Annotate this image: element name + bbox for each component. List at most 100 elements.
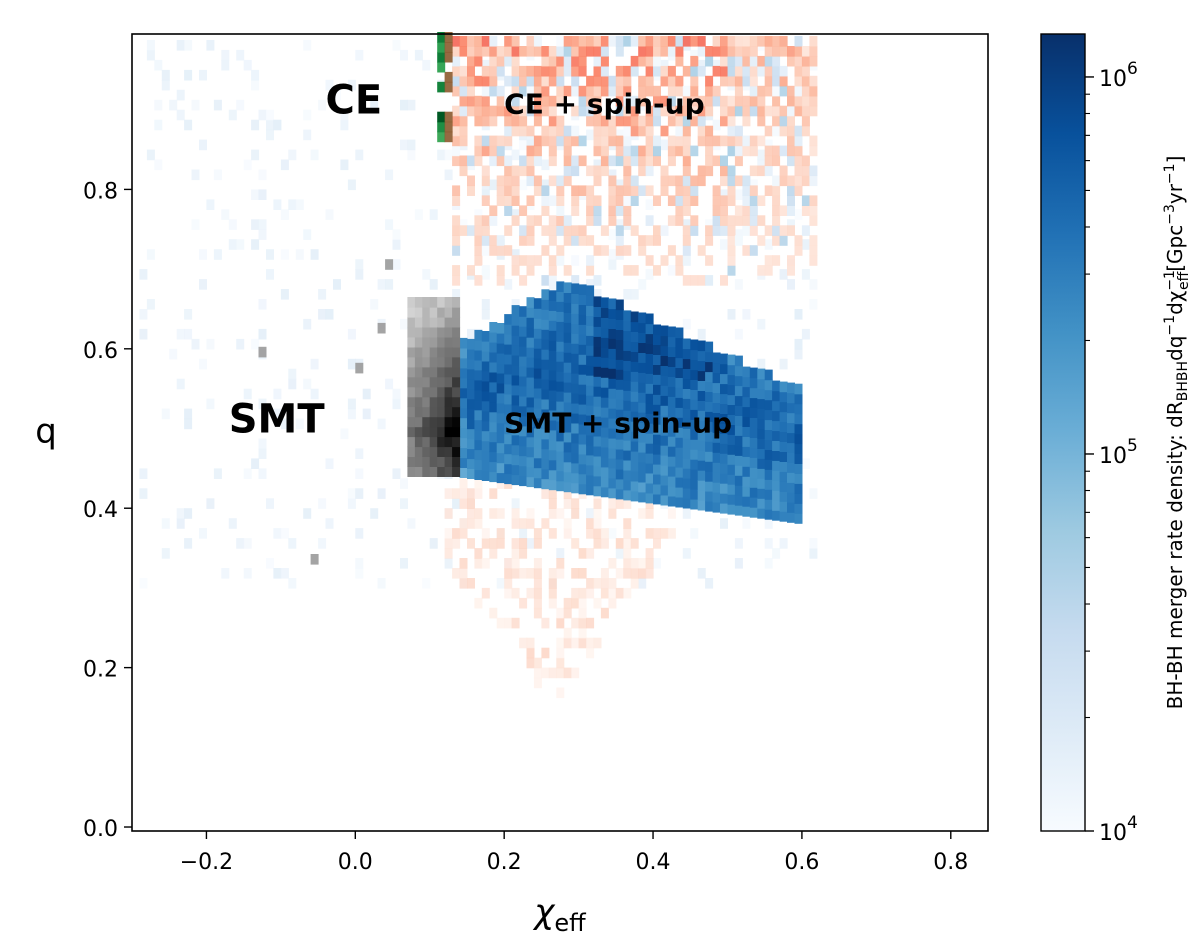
heatmap-cell: [526, 195, 535, 206]
heatmap-cell: [533, 215, 542, 226]
heatmap-cell: [184, 40, 193, 51]
heatmap-cell: [787, 265, 795, 276]
heatmap-cell: [548, 225, 557, 236]
heatmap-cell: [720, 463, 728, 474]
heatmap-cell: [474, 105, 483, 117]
heatmap-cell: [623, 85, 632, 97]
heatmap-cell: [578, 324, 587, 335]
heatmap-cell: [660, 455, 669, 466]
heatmap-cell: [437, 149, 446, 161]
heatmap-cell: [429, 307, 438, 318]
heatmap-cell: [734, 355, 743, 367]
heatmap-cell: [757, 159, 766, 171]
heatmap-cell: [467, 36, 475, 47]
heatmap-cell: [645, 413, 654, 424]
heatmap-cell: [370, 99, 379, 111]
heatmap-cell: [653, 95, 661, 107]
heatmap-cell: [682, 358, 691, 369]
heatmap-cell: [757, 388, 766, 400]
heatmap-cell: [653, 65, 661, 77]
heatmap-cell: [734, 415, 743, 426]
heatmap-cell: [571, 432, 580, 444]
heatmap-cell: [481, 440, 490, 452]
heatmap-cell: [794, 503, 803, 514]
heatmap-cell: [734, 125, 743, 137]
heatmap-cell: [452, 235, 461, 246]
heatmap-cell: [548, 449, 557, 461]
heatmap-cell: [571, 353, 580, 364]
heatmap-cell: [615, 438, 624, 450]
heatmap-cell: [511, 149, 520, 161]
heatmap-cell: [675, 85, 684, 97]
heatmap-cell: [481, 95, 490, 107]
heatmap-cell: [705, 401, 714, 412]
heatmap-cell: [452, 65, 461, 77]
heatmap-cell: [541, 349, 550, 360]
heatmap-cell: [638, 312, 647, 324]
heatmap-cell: [496, 185, 505, 196]
heatmap-cell: [519, 548, 528, 559]
heatmap-cell: [519, 85, 528, 97]
heatmap-cell: [757, 65, 766, 77]
heatmap-cell: [779, 441, 788, 452]
x-tick-label: 0.6: [784, 850, 819, 875]
heatmap-cell: [697, 568, 706, 579]
heatmap-cell: [578, 46, 587, 57]
heatmap-cell: [772, 450, 781, 461]
heatmap-cell: [749, 205, 758, 216]
heatmap-cell: [548, 105, 557, 117]
heatmap-cell: [146, 149, 155, 161]
heatmap-cell: [653, 135, 661, 147]
heatmap-cell: [705, 219, 714, 230]
heatmap-cell: [615, 389, 624, 400]
heatmap-cell: [712, 412, 721, 423]
heatmap-cell: [437, 336, 446, 348]
heatmap-cell: [467, 518, 475, 529]
heatmap-cell: [734, 405, 743, 416]
heatmap-cell: [764, 558, 773, 569]
heatmap-cell: [533, 348, 542, 359]
heatmap-cell: [787, 205, 795, 216]
heatmap-cell: [467, 338, 475, 350]
heatmap-cell: [742, 426, 751, 437]
heatmap-cell: [556, 95, 565, 107]
heatmap-cell: [481, 430, 490, 442]
heatmap-cell: [593, 406, 602, 417]
heatmap-cell: [608, 155, 617, 167]
heatmap-cell: [787, 422, 795, 434]
heatmap-cell: [586, 265, 595, 276]
heatmap-cell: [556, 450, 565, 462]
heatmap-cell: [437, 32, 446, 43]
heatmap-cell: [809, 299, 818, 310]
heatmap-cell: [757, 378, 766, 390]
heatmap-cell: [712, 95, 721, 107]
heatmap-cell: [444, 121, 453, 133]
heatmap-cell: [645, 235, 654, 246]
heatmap-cell: [660, 59, 669, 71]
heatmap-cell: [496, 265, 505, 276]
heatmap-cell: [504, 165, 513, 177]
heatmap-cell: [496, 478, 505, 489]
heatmap-cell: [489, 391, 498, 403]
heatmap-cell: [303, 109, 312, 121]
heatmap-cell: [459, 518, 468, 529]
heatmap-cell: [563, 488, 572, 499]
heatmap-cell: [474, 145, 483, 157]
heatmap-cell: [749, 55, 758, 67]
heatmap-cell: [697, 59, 706, 71]
heatmap-cell: [682, 378, 691, 389]
heatmap-cell: [586, 205, 595, 216]
heatmap-cell: [720, 135, 728, 147]
heatmap-cell: [459, 337, 468, 349]
heatmap-cell: [593, 195, 602, 206]
heatmap-cell: [764, 185, 773, 196]
heatmap-cell: [645, 353, 654, 364]
heatmap-cell: [467, 388, 475, 400]
heatmap-cell: [541, 428, 550, 440]
heatmap-cell: [280, 209, 289, 220]
heatmap-cell: [697, 460, 706, 471]
heatmap-cell: [734, 375, 743, 387]
heatmap-cell: [452, 36, 461, 47]
heatmap-cell: [481, 175, 490, 187]
heatmap-cell: [258, 468, 267, 479]
